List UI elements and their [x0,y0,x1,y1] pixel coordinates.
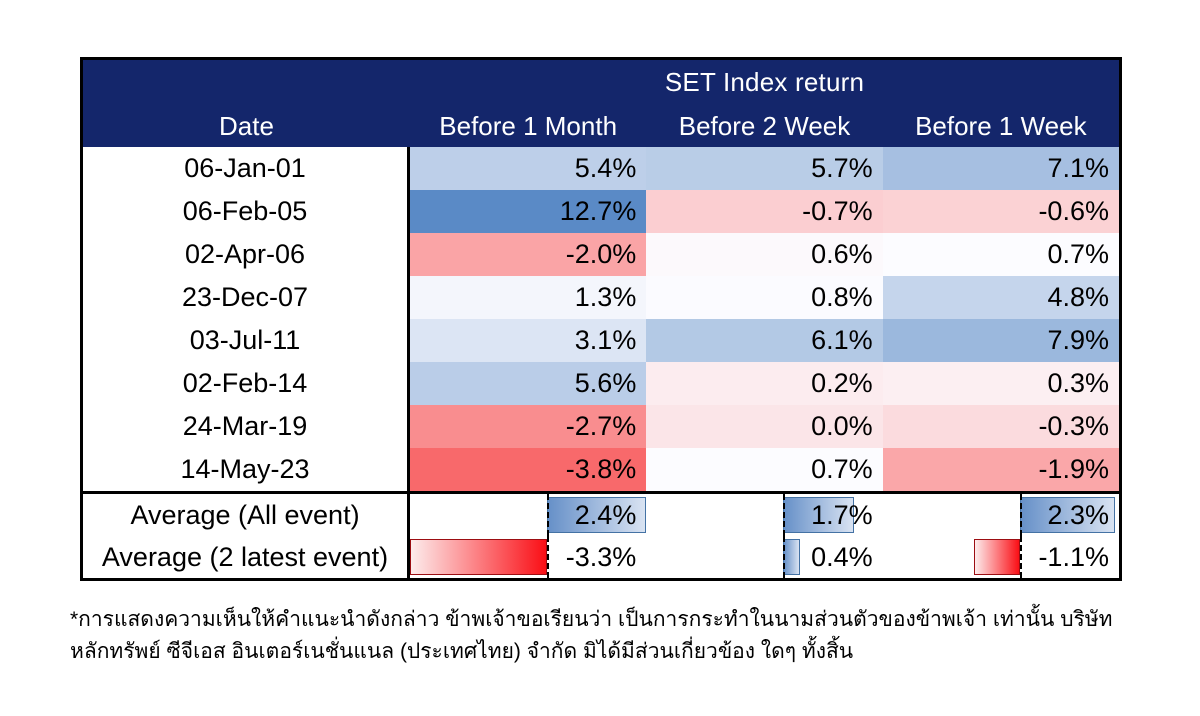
column-header-row: Date Before 1 Month Before 2 Week Before… [83,105,1119,147]
return-value-cell: -0.7% [646,190,883,233]
average-value-text: 0.4% [811,541,873,572]
table-row: 14-May-23 -3.8% 0.7% -1.9% [83,448,1119,491]
databar-axis-line [783,494,786,536]
return-value-cell: 5.4% [410,147,647,190]
databar-axis-line [1019,494,1022,536]
disclaimer-line-2: หลักทรัพย์ ซีจีเอส อินเตอร์เนชั่นแนล (ปร… [70,639,854,663]
negative-data-bar [410,539,548,575]
date-cell: 24-Mar-19 [83,405,410,448]
table-row: 24-Mar-19 -2.7% 0.0% -0.3% [83,405,1119,448]
average-label: Average (All event) [83,494,410,536]
return-value-cell: 0.2% [646,362,883,405]
return-value-cell: 12.7% [410,190,647,233]
average-value-cell: -1.1% [882,536,1119,578]
date-cell: 14-May-23 [83,448,410,491]
return-value-cell: 0.0% [646,405,883,448]
average-row: Average (All event) 2.4% 1.7% 2.3% [83,494,1119,536]
average-label: Average (2 latest event) [83,536,410,578]
average-value-cell: 2.3% [882,494,1119,536]
average-value-text: 2.4% [574,499,637,530]
return-value-cell: 0.6% [646,233,883,276]
date-cell: 23-Dec-07 [83,276,410,319]
return-value-cell: 5.6% [410,362,647,405]
average-value-text: 1.7% [811,499,873,530]
return-value-cell: -2.0% [410,233,647,276]
databar-axis-line [547,536,550,578]
return-value-cell: 7.1% [882,147,1119,190]
column-header-before-2-week: Before 2 Week [678,110,851,141]
return-value-cell: -0.6% [882,190,1119,233]
return-value-cell: -3.8% [410,448,647,491]
table-row: 23-Dec-07 1.3% 0.8% 4.8% [83,276,1119,319]
disclaimer-line-1: *การแสดงความเห็นให้คำแนะนำดังกล่าว ข้าพเ… [70,608,1113,631]
average-value-cell: 0.4% [646,536,883,578]
table-header: SET Index return Date Before 1 Month Bef… [83,60,1119,147]
return-value-cell: -0.3% [882,405,1119,448]
date-cell: 06-Feb-05 [83,190,410,233]
databar-axis-line [1019,536,1022,578]
return-value-cell: 5.7% [646,147,883,190]
average-value-cell: 1.7% [646,494,883,536]
table-row: 02-Feb-14 5.6% 0.2% 0.3% [83,362,1119,405]
return-value-cell: 0.7% [882,233,1119,276]
positive-data-bar [783,539,800,575]
date-cell: 02-Feb-14 [83,362,410,405]
date-cell: 03-Jul-11 [83,319,410,362]
table-row: 03-Jul-11 3.1% 6.1% 7.9% [83,319,1119,362]
positive-data-bar [1019,497,1115,533]
table-row: 02-Apr-06 -2.0% 0.6% 0.7% [83,233,1119,276]
return-value-cell: 7.9% [882,319,1119,362]
return-value-cell: 0.7% [646,448,883,491]
date-cell: 06-Jan-01 [83,147,410,190]
average-section: Average (All event) 2.4% 1.7% 2.3% Average (… [83,491,1119,578]
positive-data-bar [783,497,854,533]
table-row: 06-Jan-01 5.4% 5.7% 7.1% [83,147,1119,190]
return-value-cell: -1.9% [882,448,1119,491]
return-value-cell: 0.3% [882,362,1119,405]
column-header-before-1-month: Before 1 Month [439,110,618,141]
average-value-text: -3.3% [565,541,637,572]
set-index-return-table: SET Index return Date Before 1 Month Bef… [80,57,1122,581]
average-value-text: -1.1% [1038,541,1109,572]
date-cell: 02-Apr-06 [83,233,410,276]
column-header-date: Date [219,110,274,141]
average-value-text: 2.3% [1047,499,1109,530]
return-value-cell: 0.8% [646,276,883,319]
return-value-cell: -2.7% [410,405,647,448]
disclaimer-footnote: *การแสดงความเห็นให้คำแนะนำดังกล่าว ข้าพเ… [70,604,1150,667]
return-value-cell: 1.3% [410,276,647,319]
negative-data-bar [974,539,1020,575]
return-value-cell: 3.1% [410,319,647,362]
return-value-cell: 4.8% [882,276,1119,319]
table-body: 06-Jan-01 5.4% 5.7% 7.1% 06-Feb-05 12.7% -0.7%… [83,147,1119,491]
average-value-cell: -3.3% [410,536,647,578]
average-row: Average (2 latest event) -3.3% 0.4% -1.1% [83,536,1119,578]
table-row: 06-Feb-05 12.7% -0.7% -0.6% [83,190,1119,233]
databar-axis-line [547,494,550,536]
databar-axis-line [783,536,786,578]
return-value-cell: 6.1% [646,319,883,362]
positive-data-bar [547,497,647,533]
column-header-before-1-week: Before 1 Week [915,110,1087,141]
table-title: SET Index return [664,67,865,97]
average-value-cell: 2.4% [410,494,647,536]
table-title-row: SET Index return [83,60,1119,105]
